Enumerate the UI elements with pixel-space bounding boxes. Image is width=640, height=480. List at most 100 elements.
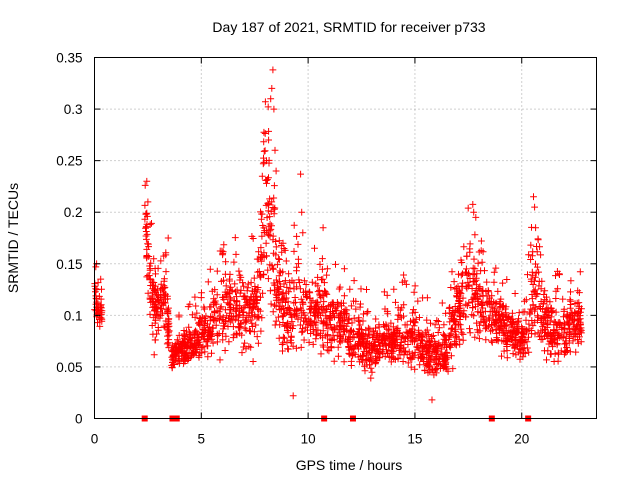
data-point	[541, 287, 549, 295]
data-point	[363, 343, 370, 351]
data-point	[350, 328, 357, 335]
data-point	[238, 331, 246, 339]
data-point	[507, 332, 515, 340]
data-point	[294, 315, 302, 323]
data-point	[492, 299, 500, 307]
data-point	[270, 265, 277, 273]
data-point	[532, 224, 539, 232]
data-point	[441, 341, 448, 349]
data-point	[566, 319, 574, 327]
data-point	[419, 330, 427, 338]
data-point	[577, 308, 584, 316]
data-point	[403, 281, 410, 288]
data-point	[164, 332, 171, 340]
data-point	[390, 285, 398, 293]
data-point	[282, 289, 290, 297]
data-point	[446, 318, 454, 326]
data-point	[357, 300, 364, 308]
data-point	[151, 336, 159, 344]
data-point	[411, 282, 419, 290]
data-point	[297, 295, 305, 303]
data-point	[566, 296, 574, 304]
data-point	[264, 230, 272, 238]
data-point	[225, 338, 233, 346]
data-point	[97, 295, 105, 303]
data-point	[252, 285, 259, 293]
data-point	[341, 265, 348, 273]
data-point	[286, 284, 294, 292]
data-point	[576, 328, 584, 336]
data-point	[183, 328, 190, 336]
data-point	[201, 348, 209, 356]
data-point	[263, 157, 270, 164]
data-point	[463, 252, 471, 260]
data-point	[204, 353, 212, 361]
data-point	[252, 299, 260, 307]
data-point	[373, 332, 380, 339]
data-point	[323, 346, 331, 354]
data-point	[262, 239, 270, 247]
data-point	[464, 302, 471, 309]
data-point	[294, 241, 302, 248]
data-point	[427, 319, 434, 327]
data-point	[163, 306, 171, 313]
data-point	[228, 287, 236, 295]
data-point	[424, 369, 432, 377]
data-point	[168, 353, 176, 361]
data-point	[383, 308, 391, 315]
data-point	[257, 257, 265, 265]
data-point	[560, 313, 567, 321]
data-point	[279, 339, 287, 347]
data-point	[451, 285, 459, 293]
data-point	[328, 324, 336, 332]
data-point	[387, 358, 395, 366]
data-point	[426, 356, 434, 363]
data-point	[488, 337, 495, 345]
data-point	[424, 361, 431, 368]
data-point	[350, 277, 358, 284]
data-point	[236, 271, 244, 279]
data-point	[263, 252, 270, 260]
data-point	[226, 309, 234, 317]
data-point	[479, 298, 487, 306]
data-point	[175, 339, 182, 347]
data-point	[323, 291, 331, 298]
data-point	[204, 332, 211, 340]
data-point	[501, 338, 509, 346]
data-point	[460, 307, 468, 315]
data-point	[577, 338, 585, 346]
data-point	[490, 278, 498, 286]
data-point	[534, 313, 542, 321]
data-point	[459, 270, 466, 278]
x-axis-label: GPS time / hours	[296, 457, 403, 473]
data-point	[149, 298, 156, 305]
data-point	[222, 317, 229, 325]
data-point	[261, 147, 269, 155]
data-point	[278, 341, 286, 348]
data-point	[352, 341, 359, 349]
data-point	[274, 261, 281, 268]
data-point	[298, 208, 306, 216]
data-point	[378, 337, 386, 345]
data-point	[494, 337, 502, 345]
data-point	[175, 332, 183, 339]
data-point	[204, 320, 211, 328]
data-point	[537, 336, 545, 343]
data-point	[289, 392, 297, 400]
data-point	[300, 336, 308, 344]
data-point	[330, 357, 338, 365]
data-point	[392, 299, 399, 306]
data-point	[293, 344, 300, 352]
data-point	[280, 245, 288, 252]
data-point	[345, 316, 353, 324]
data-point	[317, 350, 325, 358]
data-point	[318, 276, 325, 284]
data-point	[216, 304, 224, 312]
data-point	[158, 300, 166, 308]
data-point	[150, 351, 158, 359]
data-point	[275, 272, 283, 280]
data-point	[422, 328, 430, 336]
data-point	[98, 304, 105, 312]
data-point	[348, 358, 355, 365]
